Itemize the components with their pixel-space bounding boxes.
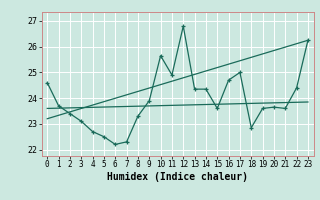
X-axis label: Humidex (Indice chaleur): Humidex (Indice chaleur) [107, 172, 248, 182]
